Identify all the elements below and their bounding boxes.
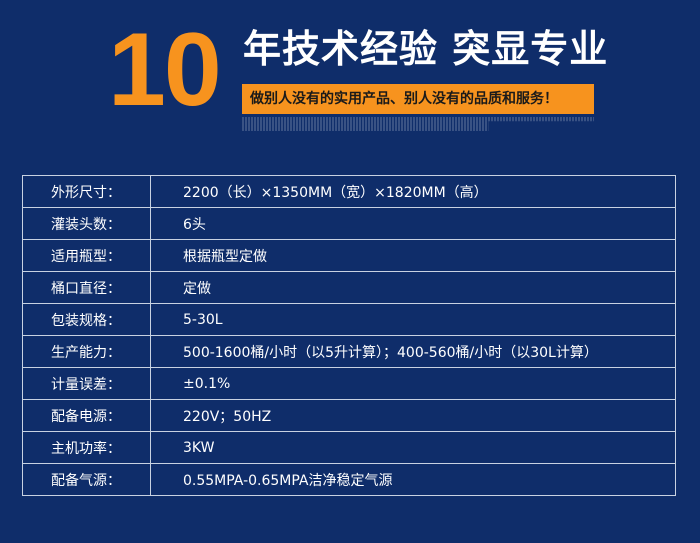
spec-value: 5-30L xyxy=(150,303,676,336)
spec-label: 配备电源： xyxy=(22,399,151,432)
spec-label: 主机功率： xyxy=(22,431,151,464)
spec-label: 灌装头数： xyxy=(22,207,151,240)
table-row: 计量误差： ±0.1% xyxy=(22,367,676,400)
spec-value: 定做 xyxy=(150,271,676,304)
table-row: 主机功率： 3KW xyxy=(22,431,676,464)
years-number: 10 xyxy=(108,12,222,128)
spec-label: 桶口直径： xyxy=(22,271,151,304)
spec-value: 2200（长）×1350MM（宽）×1820MM（高） xyxy=(150,175,676,208)
spec-label: 计量误差： xyxy=(22,367,151,400)
slogan-banner: 做别人没有的实用产品、别人没有的品质和服务！ xyxy=(242,84,594,114)
spec-label: 配备气源： xyxy=(22,463,151,496)
spec-label: 生产能力： xyxy=(22,335,151,368)
spec-value: 0.55MPA-0.65MPA洁净稳定气源 xyxy=(150,463,676,496)
headline: 年技术经验 突显专业 xyxy=(243,27,609,71)
spec-value: ±0.1% xyxy=(150,367,676,400)
table-row: 外形尺寸： 2200（长）×1350MM（宽）×1820MM（高） xyxy=(22,175,676,208)
spec-label: 外形尺寸： xyxy=(22,175,151,208)
spec-value: 3KW xyxy=(150,431,676,464)
table-row: 灌装头数： 6头 xyxy=(22,207,676,240)
table-row: 桶口直径： 定做 xyxy=(22,271,676,304)
spec-value: 220V；50HZ xyxy=(150,399,676,432)
table-row: 生产能力： 500-1600桶/小时（以5升计算）；400-560桶/小时（以30… xyxy=(22,335,676,368)
spec-table: 外形尺寸： 2200（长）×1350MM（宽）×1820MM（高） 灌装头数： 6头适… xyxy=(22,175,676,496)
table-row: 配备电源： 220V；50HZ xyxy=(22,399,676,432)
spec-label: 包装规格： xyxy=(22,303,151,336)
table-row: 包装规格： 5-30L xyxy=(22,303,676,336)
spec-value: 500-1600桶/小时（以5升计算）；400-560桶/小时（以30L计算） xyxy=(150,335,676,368)
table-row: 配备气源： 0.55MPA-0.65MPA洁净稳定气源 xyxy=(22,463,676,496)
spec-value: 根据瓶型定做 xyxy=(150,239,676,272)
spec-label: 适用瓶型： xyxy=(22,239,151,272)
decorative-fine-text xyxy=(242,117,594,131)
table-row: 适用瓶型： 根据瓶型定做 xyxy=(22,239,676,272)
spec-value: 6头 xyxy=(150,207,676,240)
